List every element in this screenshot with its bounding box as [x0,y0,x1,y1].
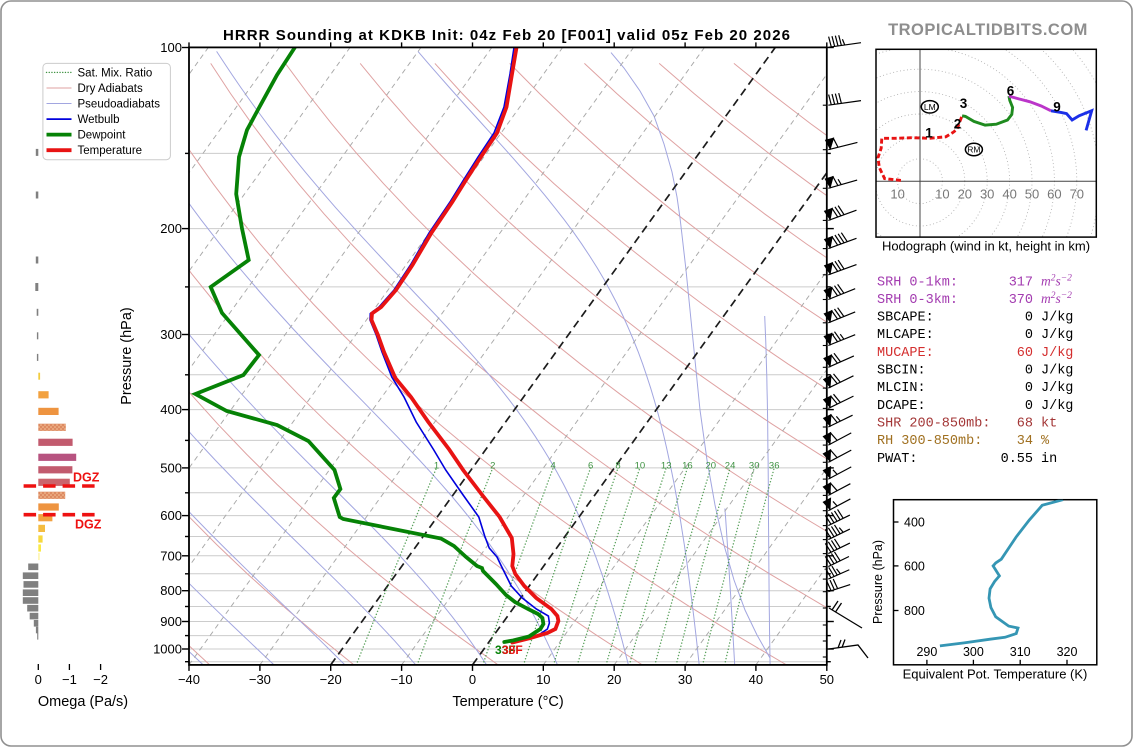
svg-text:J/kg: J/kg [1041,399,1073,414]
svg-text:in: in [1041,452,1057,467]
svg-text:10: 10 [635,460,646,471]
svg-text:24: 24 [725,460,736,471]
svg-text:J/kg: J/kg [1041,328,1073,343]
svg-text:Wetbulb: Wetbulb [78,114,120,126]
svg-text:50: 50 [1025,187,1039,202]
svg-text:100: 100 [160,40,182,55]
svg-text:36: 36 [769,460,780,471]
svg-text:DGZ: DGZ [75,518,102,532]
svg-text:8: 8 [615,460,620,471]
svg-text:700: 700 [160,548,182,563]
svg-text:1: 1 [434,460,439,471]
svg-text:−40: −40 [178,672,200,687]
svg-text:SBCIN:0: SBCIN: 0 [877,364,1033,379]
svg-text:Hodograph (wind in kt, height: Hodograph (wind in kt, height in km) [882,239,1090,254]
svg-text:0: 0 [469,672,476,687]
svg-text:900: 900 [160,614,182,629]
svg-text:10: 10 [935,187,949,202]
svg-text:400: 400 [160,402,182,417]
svg-text:800: 800 [904,604,925,618]
svg-text:600: 600 [160,508,182,523]
svg-text:DCAPE:0: DCAPE: 0 [877,399,1033,414]
svg-text:6: 6 [588,460,593,471]
svg-text:SRH 0-3km:370: SRH 0-3km: 370 [877,293,1033,308]
svg-text:800: 800 [160,583,182,598]
svg-text:10: 10 [890,187,904,202]
svg-text:Sat. Mix. Ratio: Sat. Mix. Ratio [78,67,153,79]
svg-text:6: 6 [1007,84,1015,99]
svg-text:50: 50 [820,672,834,687]
svg-text:290: 290 [916,645,937,659]
svg-text:3: 3 [960,96,968,111]
svg-text:16: 16 [682,460,693,471]
svg-text:Pressure (hPa): Pressure (hPa) [119,307,135,405]
svg-text:38F: 38F [502,643,523,657]
svg-text:PWAT:0.55: PWAT: 0.55 [877,452,1033,467]
svg-text:40: 40 [1002,187,1016,202]
svg-text:1: 1 [925,126,933,141]
svg-text:1000: 1000 [153,642,182,657]
svg-text:300: 300 [160,327,182,342]
svg-text:70: 70 [1070,187,1084,202]
svg-text:500: 500 [160,460,182,475]
svg-text:10: 10 [536,672,550,687]
svg-text:Pseudoadiabats: Pseudoadiabats [78,99,161,111]
svg-text:310: 310 [1010,645,1031,659]
svg-text:30: 30 [678,672,692,687]
svg-text:30: 30 [980,187,994,202]
svg-text:RH 300-850mb:34: RH 300-850mb: 34 [877,434,1033,449]
svg-text:20: 20 [607,672,621,687]
svg-text:Pressure (hPa): Pressure (hPa) [871,540,885,624]
svg-text:40: 40 [749,672,763,687]
svg-text:2: 2 [490,460,495,471]
svg-text:600: 600 [904,559,925,573]
svg-text:320: 320 [1057,645,1078,659]
svg-text:MLCAPE:0: MLCAPE: 0 [877,328,1033,343]
svg-text:MUCAPE:60: MUCAPE: 60 [877,346,1033,361]
svg-text:60: 60 [1047,187,1061,202]
svg-text:200: 200 [160,221,182,236]
svg-text:Omega (Pa/s): Omega (Pa/s) [38,694,128,710]
svg-text:20: 20 [958,187,972,202]
svg-text:LM: LM [924,102,936,112]
svg-text:Temperature (°C): Temperature (°C) [452,694,563,710]
svg-text:−2: −2 [93,672,108,687]
svg-text:2: 2 [954,117,962,132]
svg-text:300: 300 [963,645,984,659]
svg-text:30: 30 [749,460,760,471]
svg-text:20: 20 [706,460,717,471]
svg-text:Dry Adiabats: Dry Adiabats [78,83,143,95]
svg-text:%: % [1041,434,1050,449]
svg-text:400: 400 [904,516,925,530]
svg-text:RM: RM [967,145,980,155]
svg-text:−30: −30 [249,672,271,687]
svg-text:SHR 200-850mb:68: SHR 200-850mb: 68 [877,417,1033,432]
svg-text:−10: −10 [391,672,413,687]
svg-text:J/kg: J/kg [1041,346,1073,361]
svg-text:4: 4 [551,460,556,471]
svg-text:J/kg: J/kg [1041,311,1073,326]
svg-text:Equivalent Pot. Temperature (K: Equivalent Pot. Temperature (K) [903,667,1088,682]
svg-text:kt: kt [1041,417,1057,432]
svg-text:Dewpoint: Dewpoint [78,130,127,142]
svg-text:J/kg: J/kg [1041,381,1073,396]
svg-text:−1: −1 [62,672,77,687]
svg-text:TROPICALTIDBITS.COM: TROPICALTIDBITS.COM [888,21,1088,39]
svg-text:MLCIN:0: MLCIN: 0 [877,381,1033,396]
svg-text:13: 13 [661,460,672,471]
svg-text:SRH 0-1km:317: SRH 0-1km: 317 [877,275,1033,290]
svg-text:0: 0 [35,672,42,687]
svg-text:DGZ: DGZ [73,471,100,485]
svg-text:9: 9 [1053,100,1061,115]
svg-text:33F: 33F [495,643,516,657]
svg-text:−20: −20 [320,672,342,687]
svg-text:HRRR Sounding at KDKB Init: 04: HRRR Sounding at KDKB Init: 04z Feb 20 [… [223,27,791,44]
svg-text:J/kg: J/kg [1041,364,1073,379]
svg-text:Temperature: Temperature [78,145,143,157]
svg-text:SBCAPE:0: SBCAPE: 0 [877,311,1033,326]
